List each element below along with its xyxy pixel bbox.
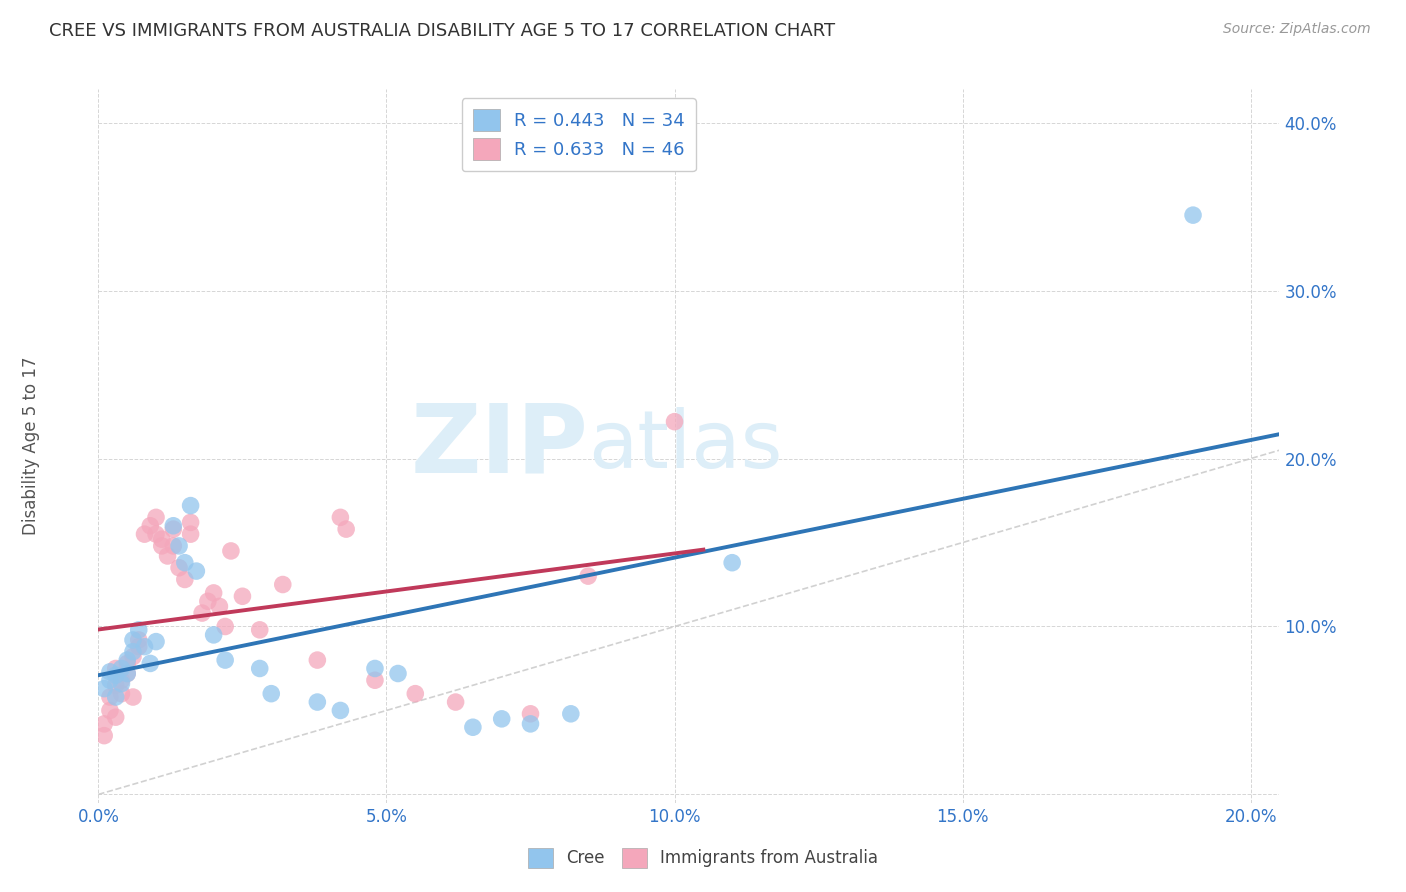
Point xyxy=(387,666,409,681)
Point xyxy=(104,710,127,724)
Point xyxy=(93,681,115,696)
Point xyxy=(202,586,225,600)
Point xyxy=(461,720,484,734)
Point xyxy=(104,661,127,675)
Point xyxy=(98,665,121,679)
Point xyxy=(180,527,202,541)
Point xyxy=(231,589,253,603)
Point xyxy=(186,564,208,578)
Point xyxy=(173,556,195,570)
Point xyxy=(721,556,744,570)
Point xyxy=(115,666,138,681)
Point xyxy=(271,577,294,591)
Point xyxy=(364,661,387,675)
Point xyxy=(104,690,127,704)
Point xyxy=(444,695,467,709)
Legend: R = 0.443   N = 34, R = 0.633   N = 46: R = 0.443 N = 34, R = 0.633 N = 46 xyxy=(461,98,696,171)
Point xyxy=(162,518,184,533)
Point xyxy=(329,703,352,717)
Point xyxy=(93,717,115,731)
Text: Source: ZipAtlas.com: Source: ZipAtlas.com xyxy=(1223,22,1371,37)
Point xyxy=(180,499,202,513)
Text: Disability Age 5 to 17: Disability Age 5 to 17 xyxy=(22,357,39,535)
Point xyxy=(208,599,231,614)
Point xyxy=(219,544,242,558)
Point xyxy=(128,640,150,654)
Point xyxy=(162,522,184,536)
Point xyxy=(249,661,271,675)
Point xyxy=(145,527,167,541)
Point xyxy=(110,673,132,688)
Point xyxy=(214,653,236,667)
Point xyxy=(145,510,167,524)
Point xyxy=(134,640,156,654)
Point xyxy=(122,632,145,647)
Point xyxy=(491,712,513,726)
Point xyxy=(122,645,145,659)
Point xyxy=(307,695,329,709)
Point xyxy=(150,539,173,553)
Point xyxy=(115,657,138,671)
Point xyxy=(560,706,582,721)
Point xyxy=(98,673,121,688)
Point xyxy=(519,717,541,731)
Point xyxy=(664,415,686,429)
Point xyxy=(260,687,283,701)
Point xyxy=(122,690,145,704)
Point xyxy=(214,619,236,633)
Point xyxy=(110,676,132,690)
Point xyxy=(110,687,132,701)
Point xyxy=(576,569,599,583)
Point xyxy=(93,729,115,743)
Point xyxy=(197,594,219,608)
Point xyxy=(180,516,202,530)
Point xyxy=(134,527,156,541)
Point xyxy=(98,703,121,717)
Point xyxy=(98,690,121,704)
Point xyxy=(1182,208,1205,222)
Point xyxy=(191,606,214,620)
Point xyxy=(364,673,387,688)
Point xyxy=(128,632,150,647)
Point xyxy=(167,560,190,574)
Point xyxy=(173,573,195,587)
Point xyxy=(167,539,190,553)
Point xyxy=(122,649,145,664)
Point xyxy=(110,661,132,675)
Text: atlas: atlas xyxy=(589,407,783,485)
Point xyxy=(307,653,329,667)
Point xyxy=(404,687,426,701)
Point xyxy=(104,678,127,692)
Point xyxy=(150,532,173,546)
Point xyxy=(139,518,162,533)
Point xyxy=(115,666,138,681)
Point xyxy=(104,668,127,682)
Point xyxy=(145,634,167,648)
Point xyxy=(249,623,271,637)
Point xyxy=(162,539,184,553)
Point xyxy=(329,510,352,524)
Point xyxy=(115,653,138,667)
Point xyxy=(128,623,150,637)
Point xyxy=(335,522,357,536)
Point xyxy=(202,628,225,642)
Point xyxy=(519,706,541,721)
Text: ZIP: ZIP xyxy=(411,400,589,492)
Point xyxy=(139,657,162,671)
Legend: Cree, Immigrants from Australia: Cree, Immigrants from Australia xyxy=(522,841,884,875)
Text: CREE VS IMMIGRANTS FROM AUSTRALIA DISABILITY AGE 5 TO 17 CORRELATION CHART: CREE VS IMMIGRANTS FROM AUSTRALIA DISABI… xyxy=(49,22,835,40)
Point xyxy=(156,549,179,563)
